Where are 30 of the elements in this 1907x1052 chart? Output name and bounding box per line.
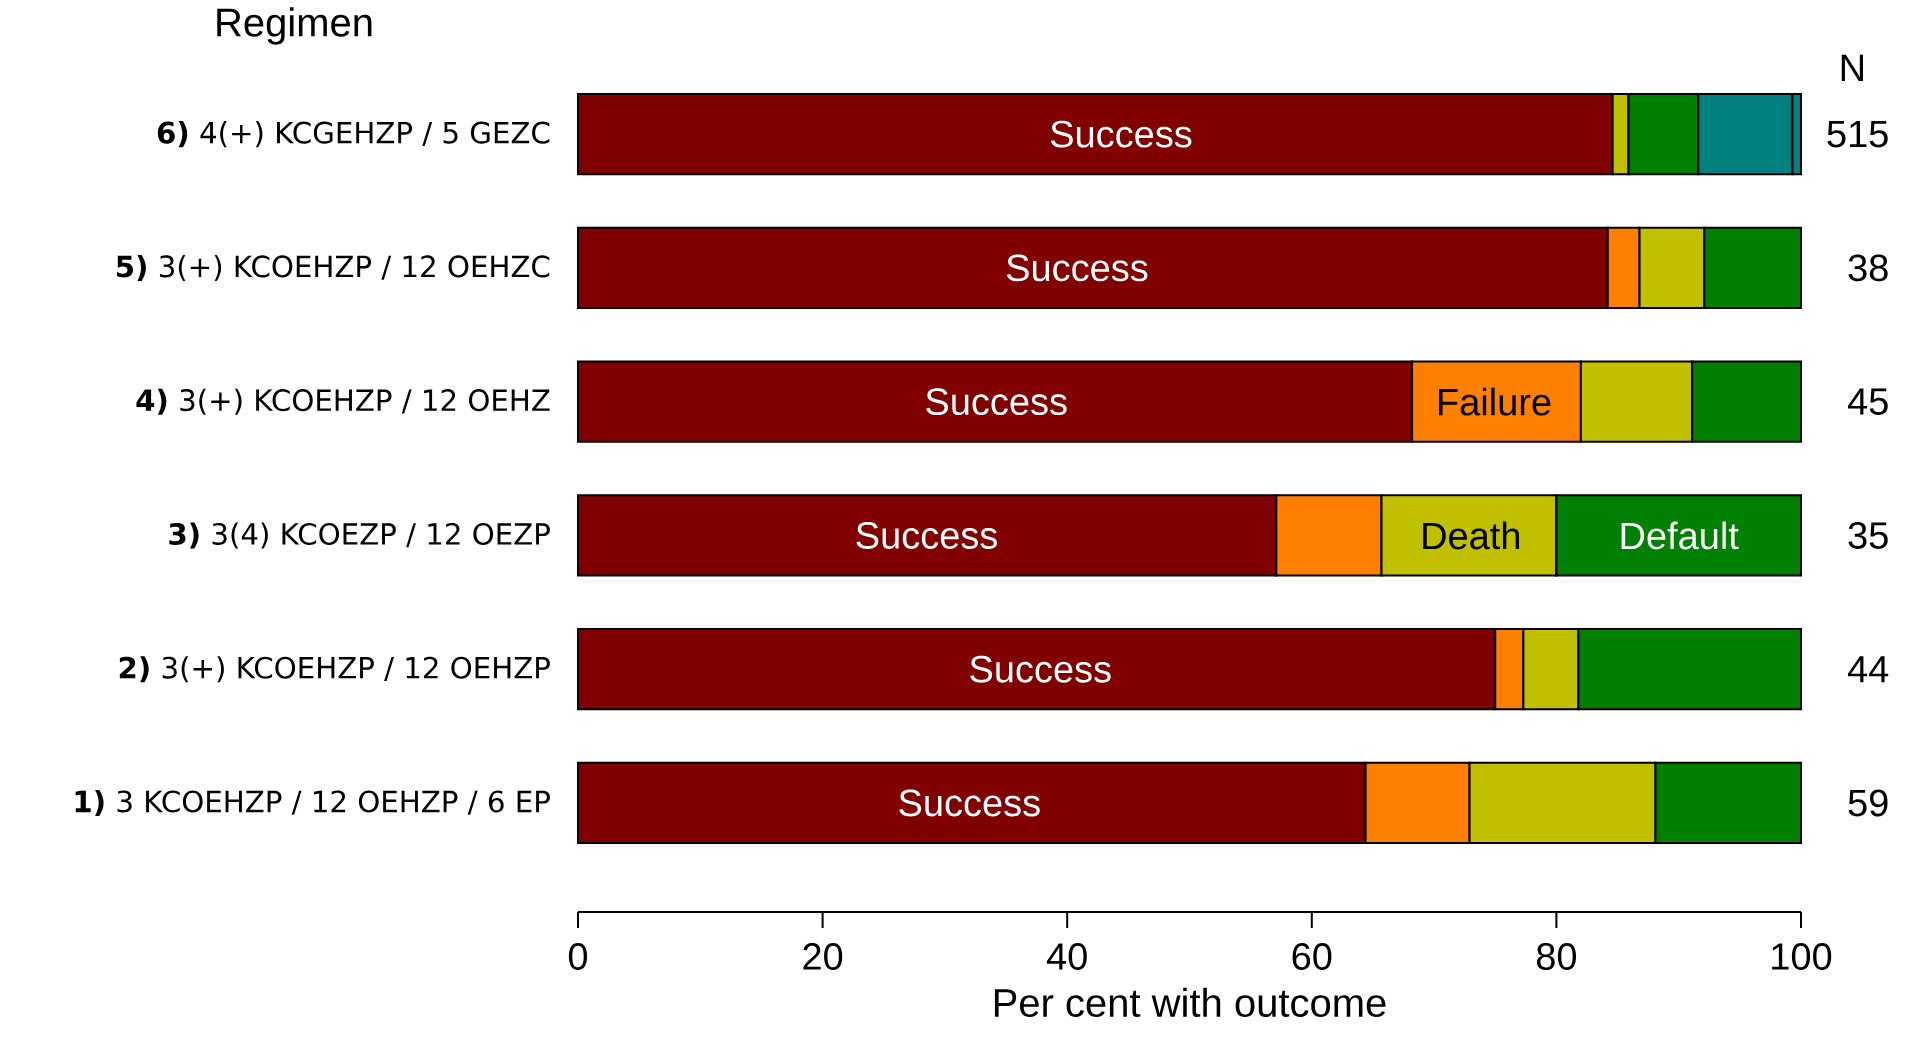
y-tick-label: 6) 4(+) KCGEHZP / 5 GEZC <box>157 121 550 148</box>
y-axis-title: Regimen <box>217 7 372 45</box>
y-tick-label: 2) 3(+) KCOEHZP / 12 OEHZP <box>119 656 550 683</box>
y-tick-label: 5) 3(+) KCOEHZP / 12 OEHZC <box>116 254 550 281</box>
text: 515 <box>1827 120 1888 148</box>
text: 44 <box>1847 656 1889 683</box>
x-tick-label: 80 <box>1536 943 1577 970</box>
text: 59 <box>1848 789 1888 817</box>
x-tick-label: 0 <box>568 943 588 970</box>
annotation: Death <box>1423 521 1520 550</box>
y-tick-label: 1) 3 KCOEHZP / 12 OEHZP / 6 EP <box>75 789 550 816</box>
annotation: Default <box>1621 521 1739 550</box>
annotation: Failure <box>1439 387 1551 416</box>
text: 45 <box>1847 388 1888 415</box>
text: 38 <box>1848 254 1888 282</box>
annotation: Success <box>926 388 1067 416</box>
annotation: Success <box>1006 254 1148 282</box>
y-tick-label: 3) 3(4) KCOEZP / 12 OEZP <box>169 522 550 549</box>
annotation: Success <box>899 789 1040 817</box>
x-tick-label: 20 <box>803 943 843 970</box>
text: N <box>1841 54 1863 81</box>
x-axis-title: Per cent with outcome <box>994 987 1386 1018</box>
y-tick-label: 4) 3(+) KCOEHZP / 12 OEHZ <box>136 388 550 415</box>
x-tick-label: 60 <box>1292 943 1332 970</box>
annotation: Success <box>856 521 997 549</box>
x-tick-label: 100 <box>1772 943 1832 970</box>
text: 35 <box>1848 521 1888 549</box>
annotation: Success <box>1050 120 1192 148</box>
x-tick-label: 40 <box>1046 943 1087 970</box>
annotation: Success <box>970 655 1111 683</box>
